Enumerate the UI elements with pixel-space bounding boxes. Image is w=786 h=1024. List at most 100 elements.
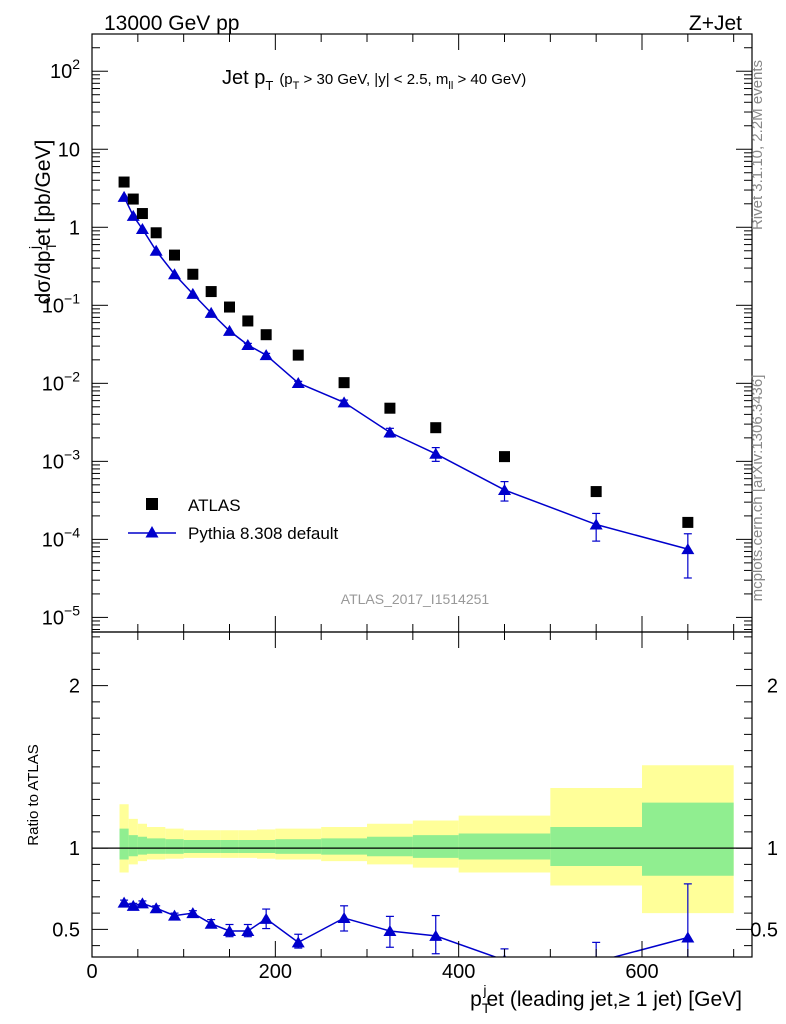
legend-pythia-label: Pythia 8.308 default xyxy=(188,524,339,543)
ratio-band-inner xyxy=(202,840,221,853)
ratio-y-tick-label-left: 1 xyxy=(69,838,80,860)
analysis-id: ATLAS_2017_I1514251 xyxy=(341,591,490,607)
atlas-point xyxy=(118,176,130,188)
main-y-tick-base: 10 xyxy=(42,607,64,629)
pythia-ratio-point xyxy=(117,896,131,908)
ratio-data-layer xyxy=(92,765,752,957)
main-title: Jet pT (pT > 30 GeV, |y| < 2.5, mll > 40 … xyxy=(222,67,526,93)
pythia-main-point xyxy=(291,376,305,388)
atlas-point xyxy=(187,268,199,280)
ratio-panel: 0.5 0.5 1 1 2 2 0 200 400 600 Ratio to ATLAS pTje… xyxy=(25,631,778,1016)
pythia-main-point xyxy=(681,543,695,555)
ratio-y-tick-label-left: 2 xyxy=(69,676,80,698)
pythia-main-point xyxy=(223,324,236,336)
main-y-tick-exp: −3 xyxy=(64,446,80,462)
atlas-point xyxy=(205,286,217,298)
atlas-point xyxy=(590,486,602,498)
ratio-band-inner xyxy=(147,838,166,854)
ratio-band-inner xyxy=(128,835,138,857)
atlas-point xyxy=(338,377,350,389)
ratio-y-tick-label-right: 1 xyxy=(767,838,778,860)
pythia-ratio-point xyxy=(291,936,305,948)
atlas-point xyxy=(682,516,694,528)
ratio-y-axis-label: Ratio to ATLAS xyxy=(25,744,42,845)
main-y-tick-base: 10 xyxy=(42,451,64,473)
main-y-tick-label: 10−1 xyxy=(42,290,80,317)
ratio-band-inner xyxy=(238,840,257,853)
ratio-band-inner xyxy=(275,839,322,854)
pythia-ratio-point xyxy=(149,902,163,914)
main-y-tick-base: 1 xyxy=(69,217,80,239)
pythia-ratio-line xyxy=(123,901,689,957)
pythia-main-point xyxy=(117,190,131,202)
main-y-tick-exp: 2 xyxy=(72,56,80,72)
ratio-x-tick-label: 0 xyxy=(86,961,97,983)
main-y-tick-base: 10 xyxy=(42,529,64,551)
main-data-layer xyxy=(117,176,695,579)
main-y-tick-base: 10 xyxy=(42,373,64,395)
main-y-tick-label: 10−2 xyxy=(42,368,80,395)
main-y-tick-base: 10 xyxy=(58,139,80,161)
ratio-band-inner xyxy=(321,838,367,855)
pythia-main-point xyxy=(429,447,443,459)
main-y-tick-label: 10 xyxy=(58,139,80,161)
pythia-main-point xyxy=(259,349,273,361)
main-y-tick-label: 1 xyxy=(69,217,80,239)
main-y-axis-label: dσ/dpTjet [pb/GeV] xyxy=(26,140,59,305)
pythia-ratio-point xyxy=(429,929,443,941)
ratio-band-inner xyxy=(137,836,147,855)
main-y-tick-base: 10 xyxy=(42,295,64,317)
legend-pythia-marker xyxy=(145,526,159,538)
atlas-point xyxy=(224,301,235,313)
header-left: 13000 GeV pp xyxy=(104,12,239,35)
ratio-band-inner xyxy=(257,840,276,853)
pythia-main-point xyxy=(126,209,140,221)
main-y-tick-exp: −1 xyxy=(64,290,80,306)
ratio-x-tick-label: 600 xyxy=(625,961,658,983)
atlas-point xyxy=(136,208,148,220)
pythia-ratio-point xyxy=(135,897,149,909)
ratio-band-inner xyxy=(220,840,239,853)
atlas-point xyxy=(150,227,162,239)
ratio-x-tick-label: 200 xyxy=(259,961,292,983)
pythia-ratio-point xyxy=(241,925,255,936)
ratio-band-inner xyxy=(642,802,734,876)
main-y-tick-exp: −5 xyxy=(64,602,80,618)
pythia-ratio-point xyxy=(259,912,273,924)
pythia-main-point xyxy=(149,244,163,256)
pythia-main-point xyxy=(168,268,181,280)
ratio-band-inner xyxy=(412,835,459,858)
rivet-label: Rivet 3.1.10, 2.2M events xyxy=(749,60,766,230)
atlas-point xyxy=(292,349,304,361)
main-y-tick-label: 10−3 xyxy=(42,446,80,473)
pythia-ratio-point xyxy=(681,931,695,943)
pythia-ratio-point xyxy=(223,925,236,936)
header-right: Z+Jet xyxy=(689,12,742,35)
main-y-tick-label: 102 xyxy=(50,56,80,83)
ratio-frame xyxy=(91,631,753,958)
ratio-series-group xyxy=(117,883,695,957)
main-y-tick-label: 10−4 xyxy=(42,524,80,551)
pythia-main-point xyxy=(241,338,255,350)
pythia-ratio-point xyxy=(204,917,218,929)
ratio-band-inner xyxy=(119,828,129,860)
atlas-point xyxy=(242,315,254,327)
mcplots-label: mcplots.cern.ch [arXiv:1306.3436] xyxy=(749,375,766,602)
pythia-main-point xyxy=(498,483,511,495)
main-y-tick-base: 10 xyxy=(50,61,72,83)
main-y-tick-exp: −2 xyxy=(64,368,80,384)
main-y-tick-label: 10−5 xyxy=(42,602,80,629)
pythia-main-point xyxy=(589,518,603,530)
ratio-band-inner xyxy=(183,840,202,853)
ratio-y-tick-label-right: 2 xyxy=(767,676,778,698)
ratio-ticks: 0.5 0.5 1 1 2 2 0 200 400 600 xyxy=(52,632,778,983)
legend-atlas-marker xyxy=(146,498,158,510)
ratio-band-inner xyxy=(165,839,184,854)
pythia-ratio-point xyxy=(168,909,181,921)
ratio-band-inner xyxy=(458,833,551,860)
atlas-point xyxy=(169,249,180,261)
atlas-point xyxy=(430,422,442,434)
